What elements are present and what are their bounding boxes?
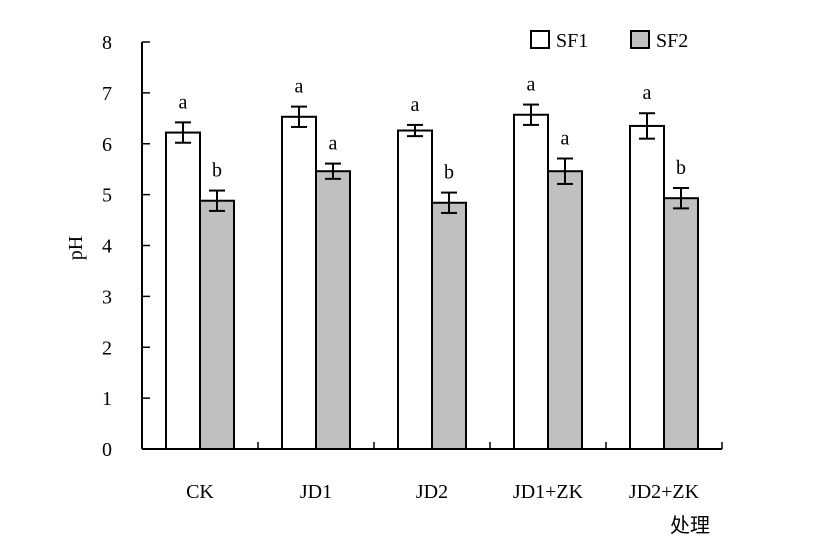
y-tick-label: 5 [102,185,112,207]
significance-label: a [295,76,304,98]
significance-label: b [444,162,454,184]
y-tick-label: 0 [102,439,112,461]
category-labels: CK JD1 JD2 JD1+ZK JD2+ZK [186,481,700,503]
significance-label: a [643,82,652,104]
bar-sf2-1 [315,170,351,450]
category-label: JD1 [300,481,332,503]
bar-sf1-1 [281,115,317,450]
axes: 0 1 2 3 4 5 6 7 8 [102,32,723,461]
y-tick-label: 2 [102,337,112,359]
bar-sf1-4 [629,124,665,450]
significance-label: a [329,133,338,155]
significance-labels: a b a a a b a a a b [179,74,686,184]
legend-swatch-sf1 [530,30,550,49]
y-tick-label: 3 [102,286,112,308]
y-tick-label: 4 [102,236,112,258]
y-axis-title: pH [65,236,87,260]
significance-label: a [527,74,536,96]
y-tick-label: 8 [102,32,112,54]
bar-sf1-2 [397,129,433,451]
legend: SF1 SF2 [530,30,688,52]
bar-sf1-3 [513,113,549,450]
significance-label: a [561,128,570,150]
category-label: JD2 [416,481,448,503]
y-tick-label: 7 [102,83,112,105]
error-bars [175,103,689,214]
x-axis-title: 处理 [670,514,710,537]
category-label: JD2+ZK [629,481,700,503]
bar-sf1-0 [165,131,201,450]
significance-label: b [212,160,222,182]
bar-sf2-3 [547,170,583,450]
significance-label: a [179,91,188,113]
significance-label: a [411,94,420,116]
legend-label-sf1: SF1 [556,30,588,52]
y-tick-label: 1 [102,388,112,410]
bar-sf2-0 [199,199,235,450]
y-tick-label: 6 [102,134,112,156]
legend-swatch-sf2 [630,30,650,49]
bar-sf2-2 [431,201,467,450]
category-label: CK [186,481,214,503]
bars [165,113,699,451]
legend-label-sf2: SF2 [656,30,688,52]
significance-label: b [676,157,686,179]
category-label: JD1+ZK [513,481,584,503]
bar-sf2-4 [663,197,699,450]
